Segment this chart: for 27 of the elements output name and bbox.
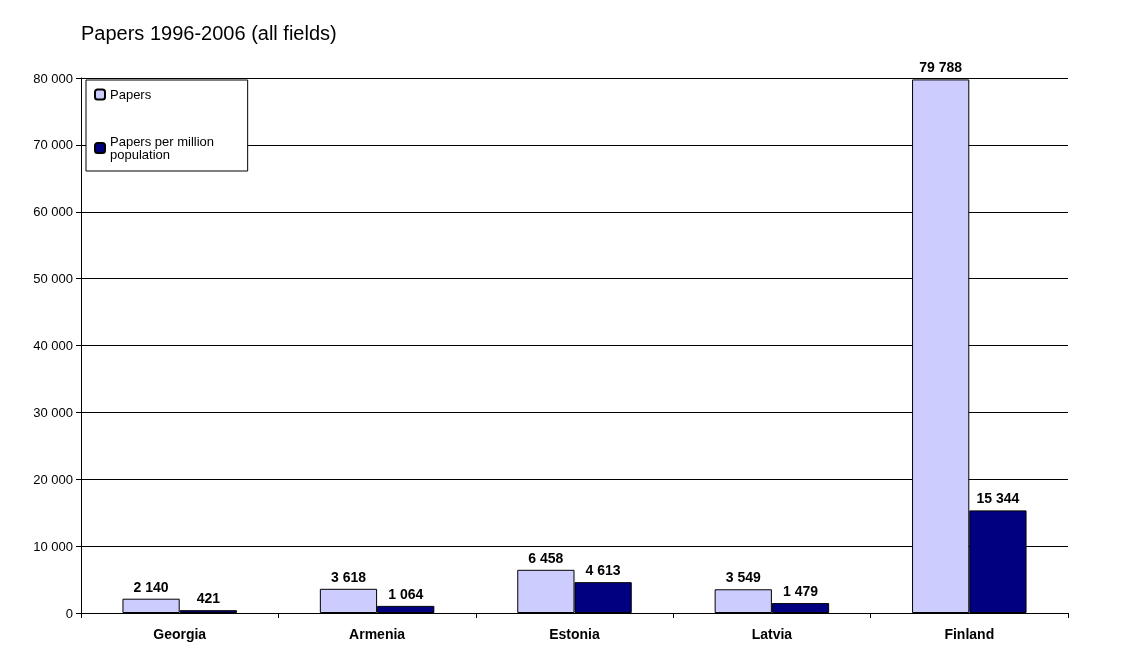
x-tick-label: Finland: [944, 626, 995, 642]
x-tick-label: Georgia: [153, 626, 207, 642]
y-tick-label: 40 000: [33, 338, 73, 353]
y-tick-label: 60 000: [33, 204, 73, 220]
x-tick-label: Latvia: [751, 626, 793, 642]
x-tick-label: Estonia: [549, 626, 600, 642]
data-label: 421: [196, 590, 221, 607]
legend-label: Papers per million population: [110, 134, 218, 162]
legend-label: Papers: [110, 87, 152, 102]
chart-title: Papers 1996-2006 (all fields): [81, 22, 337, 44]
y-tick-label: 10 000: [33, 538, 73, 554]
data-label: 3 549: [725, 569, 761, 586]
y-tick-label: 70 000: [33, 137, 73, 153]
data-label: 3 618: [330, 568, 367, 585]
data-label: 1 479: [783, 583, 819, 600]
data-label: 2 140: [133, 578, 169, 595]
y-tick-label: 20 000: [33, 471, 73, 487]
y-tick-label: 50 000: [33, 271, 73, 287]
y-tick-label: 0: [65, 605, 73, 621]
data-label: 4 613: [585, 562, 621, 579]
y-tick-label: 30 000: [33, 404, 73, 420]
y-tick-label: 80 000: [33, 70, 73, 86]
data-label: 15 344: [976, 490, 1020, 507]
data-label: 6 458: [528, 549, 564, 566]
x-tick-label: Armenia: [349, 626, 406, 642]
data-label: 79 788: [919, 59, 963, 76]
data-label: 1 064: [388, 585, 424, 602]
